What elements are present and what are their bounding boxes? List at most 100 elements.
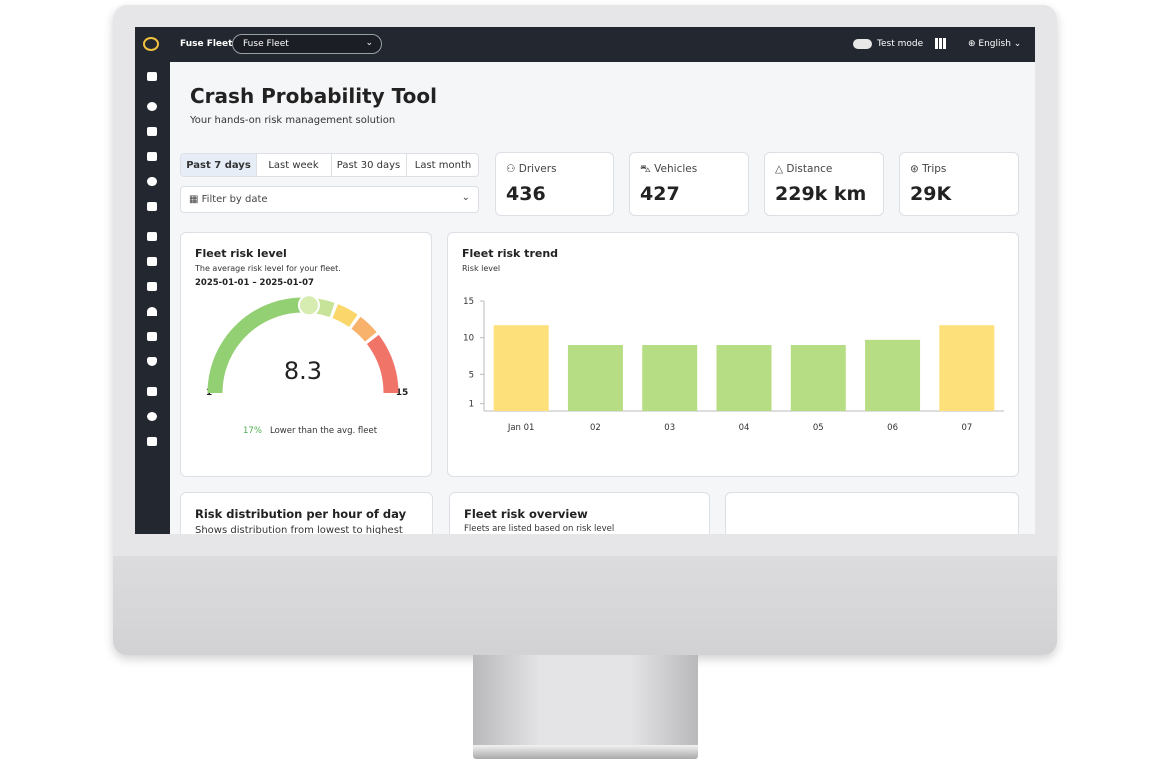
comparison-text: Lower than the avg. fleet — [270, 426, 378, 436]
stat-card: ⚇ Drivers 436 — [495, 152, 614, 216]
y-tick-label: 1 — [469, 400, 474, 410]
test-mode-toggle[interactable] — [853, 39, 872, 49]
bar — [939, 325, 995, 411]
nav-icon[interactable] — [147, 102, 157, 111]
nav-icon[interactable] — [147, 152, 157, 161]
apps-grid[interactable] — [935, 38, 946, 49]
monitor-stand — [473, 655, 698, 747]
date-filter-text: ▦ Filter by date — [189, 194, 268, 205]
x-tick-label: Jan 01 — [507, 423, 535, 433]
bar — [865, 339, 921, 411]
gauge-max: 15 — [396, 388, 409, 398]
y-tick-label: 10 — [463, 334, 474, 344]
date-tab[interactable]: Past 7 days — [181, 154, 257, 176]
chevron: ⌄ — [365, 38, 373, 48]
card-description: Fleets are listed based on risk level — [464, 524, 615, 534]
gauge-value: 8.3 — [284, 357, 322, 385]
nav-icon[interactable] — [147, 177, 157, 186]
fleet-select[interactable]: Fuse Fleet ⌄ — [232, 34, 382, 54]
comparison: 17% Lower than the avg. fleet — [243, 426, 377, 436]
x-tick-label: 03 — [664, 423, 675, 433]
gauge-arc-filled — [207, 297, 310, 394]
stat-card: ⊛ Trips 29K — [899, 152, 1019, 216]
top-bar: Fuse Fleet Fuse Fleet ⌄ Test mode ⊕ Engl… — [135, 27, 1035, 62]
x-tick-label: 06 — [887, 423, 898, 433]
logo — [143, 37, 159, 51]
stat-label-text: Drivers — [518, 163, 557, 175]
nav-icon[interactable] — [147, 307, 157, 316]
monitor-chin — [113, 556, 1057, 655]
stat-value: 229k km — [775, 183, 867, 205]
risk-trend-card: Fleet risk trend Risk level 1 5 10 15 Jan 01… — [447, 232, 1019, 477]
date-tabs: Past 7 days Last week Past 30 days Last … — [180, 153, 479, 177]
stat-label: ⛍ Vehicles — [640, 163, 698, 175]
nav-icon[interactable] — [147, 357, 157, 366]
nav-icon[interactable] — [147, 412, 157, 421]
date-tab[interactable]: Last month — [414, 160, 472, 171]
gauge-marker — [297, 294, 320, 317]
nav-icon[interactable] — [147, 332, 157, 341]
date-range: 2025-01-01 – 2025-01-07 — [195, 278, 314, 288]
date-filter-label: Filter by date — [201, 194, 268, 205]
nav-icon[interactable] — [147, 72, 157, 81]
bar — [493, 325, 549, 411]
nav-icon[interactable] — [147, 232, 157, 241]
gauge-arc-segment — [351, 316, 377, 342]
card-title: Risk distribution per hour of day — [195, 507, 407, 521]
nav-icon[interactable] — [147, 387, 157, 396]
card-title: Fleet risk overview — [464, 507, 588, 521]
nav-icon[interactable] — [147, 437, 157, 446]
x-tick-label: 05 — [813, 423, 824, 433]
x-tick-label: 07 — [961, 423, 972, 433]
stat-value: 427 — [640, 183, 680, 205]
gauge-arc-segment — [332, 304, 358, 328]
stat-value: 29K — [910, 183, 952, 205]
bar — [567, 345, 623, 411]
bar — [642, 345, 698, 411]
x-tick-label: 04 — [739, 423, 750, 433]
stat-value: 436 — [506, 183, 546, 205]
nav-icon[interactable] — [147, 257, 157, 266]
page-title: Crash Probability Tool — [190, 84, 437, 108]
nav-icon[interactable] — [147, 282, 157, 291]
stat-label: ⚇ Drivers — [506, 163, 557, 175]
card-title: Fleet risk level — [195, 247, 287, 260]
card-title: Fleet risk trend — [462, 247, 559, 260]
gauge-arc-segment — [366, 334, 399, 394]
page-subtitle: Your hands-on risk management solution — [190, 115, 396, 126]
bar — [790, 345, 846, 411]
x-tick-label: 02 — [590, 423, 601, 433]
card-description: The average risk level for your fleet. — [195, 264, 341, 273]
stat-label: △ Distance — [775, 163, 833, 175]
nav-icon[interactable] — [147, 127, 157, 136]
stat-label-text: Trips — [922, 163, 947, 175]
card-description: Shows distribution from lowest to highes… — [195, 525, 403, 536]
language-label: English — [978, 39, 1011, 49]
monitor-foot — [473, 745, 698, 759]
brand: Fuse Fleet — [180, 39, 233, 49]
test-mode-label: Test mode — [877, 39, 924, 49]
gauge: 8.3 1 15 — [206, 294, 409, 398]
stat-card: △ Distance 229k km — [764, 152, 884, 216]
sidebar — [135, 62, 170, 534]
language-select[interactable]: ⊕ English ⌄ — [968, 39, 1022, 49]
y-tick-label: 15 — [463, 297, 474, 307]
stat-label-text: Distance — [786, 163, 833, 175]
fleet-select-text: Fuse Fleet — [243, 39, 289, 49]
comparison-percent: 17% — [243, 426, 262, 436]
stat-label: ⊛ Trips — [910, 163, 947, 175]
nav-icon[interactable] — [147, 202, 157, 211]
stat-label-text: Vehicles — [654, 163, 698, 175]
date-tab[interactable]: Last week — [256, 154, 332, 176]
date-tab[interactable]: Past 30 days — [331, 154, 407, 176]
bezel-bottom — [113, 534, 1057, 556]
y-tick-label: 5 — [469, 370, 474, 380]
date-filter[interactable]: ▦ Filter by date ⌄ — [180, 186, 479, 213]
y-axis-label: Risk level — [462, 264, 501, 273]
stat-card: ⛍ Vehicles 427 — [629, 152, 749, 216]
chevron: ⌄ — [461, 192, 470, 203]
risk-level-card: Fleet risk level The average risk level … — [180, 232, 432, 477]
bar — [716, 345, 772, 411]
